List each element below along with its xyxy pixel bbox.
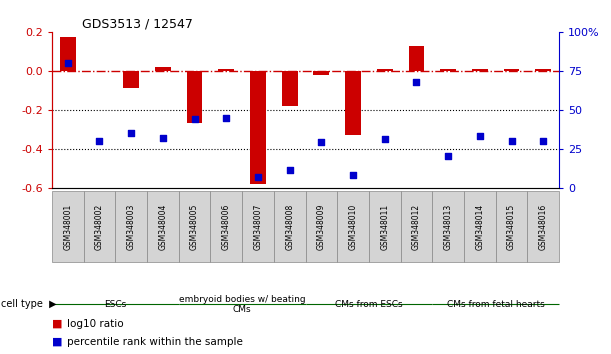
Text: GSM348015: GSM348015 — [507, 204, 516, 250]
Text: cell type  ▶: cell type ▶ — [1, 299, 57, 309]
Text: ■: ■ — [52, 319, 66, 329]
Bar — [527, 191, 559, 262]
Text: GDS3513 / 12547: GDS3513 / 12547 — [82, 17, 193, 30]
Bar — [84, 191, 115, 262]
Point — [285, 168, 295, 173]
Text: ■: ■ — [52, 337, 66, 347]
Text: GSM348005: GSM348005 — [190, 204, 199, 250]
Bar — [401, 191, 433, 262]
Bar — [60, 37, 76, 71]
Bar — [250, 71, 266, 184]
Bar — [337, 191, 369, 262]
Point — [253, 174, 263, 179]
Text: GSM348011: GSM348011 — [380, 204, 389, 250]
Bar — [282, 71, 298, 106]
Bar — [496, 191, 527, 262]
Text: percentile rank within the sample: percentile rank within the sample — [67, 337, 243, 347]
Text: GSM348003: GSM348003 — [126, 204, 136, 250]
Point — [412, 79, 422, 85]
Text: GSM348012: GSM348012 — [412, 204, 421, 250]
Point — [189, 116, 199, 122]
Bar — [210, 191, 242, 262]
Bar — [377, 69, 393, 71]
Bar — [409, 46, 425, 71]
Bar — [115, 191, 147, 262]
Point — [95, 138, 104, 144]
Text: log10 ratio: log10 ratio — [67, 319, 124, 329]
Bar — [345, 71, 361, 135]
Text: GSM348001: GSM348001 — [64, 204, 72, 250]
Bar — [313, 71, 329, 75]
Bar — [440, 69, 456, 71]
Bar — [535, 69, 551, 71]
Bar — [155, 67, 171, 71]
Point — [316, 139, 326, 145]
Point — [221, 115, 231, 120]
Text: GSM348008: GSM348008 — [285, 204, 294, 250]
Point — [507, 138, 516, 144]
Bar — [464, 191, 496, 262]
Bar — [147, 191, 179, 262]
Bar — [186, 71, 202, 124]
Bar — [218, 69, 234, 71]
Text: GSM348016: GSM348016 — [539, 204, 547, 250]
Bar — [369, 191, 401, 262]
Point — [443, 154, 453, 159]
Bar — [179, 191, 210, 262]
Text: GSM348004: GSM348004 — [158, 204, 167, 250]
Text: GSM348002: GSM348002 — [95, 204, 104, 250]
Text: GSM348010: GSM348010 — [348, 204, 357, 250]
Text: GSM348006: GSM348006 — [222, 204, 231, 250]
Bar — [472, 69, 488, 71]
Point — [538, 138, 548, 144]
Bar — [123, 71, 139, 88]
Point — [158, 135, 168, 141]
Point — [475, 133, 485, 139]
Text: CMs from ESCs: CMs from ESCs — [335, 300, 403, 309]
Text: GSM348013: GSM348013 — [444, 204, 453, 250]
Bar — [433, 191, 464, 262]
Bar — [242, 191, 274, 262]
Point — [63, 60, 73, 66]
Text: CMs from fetal hearts: CMs from fetal hearts — [447, 300, 544, 309]
Text: ESCs: ESCs — [104, 300, 126, 309]
Point — [126, 130, 136, 136]
Text: GSM348007: GSM348007 — [254, 204, 263, 250]
Text: GSM348009: GSM348009 — [317, 204, 326, 250]
Bar — [503, 69, 519, 71]
Point — [380, 137, 390, 142]
Point — [348, 172, 358, 178]
Text: GSM348014: GSM348014 — [475, 204, 485, 250]
Text: embryoid bodies w/ beating
CMs: embryoid bodies w/ beating CMs — [179, 295, 306, 314]
Bar — [52, 191, 84, 262]
Bar — [306, 191, 337, 262]
Bar — [274, 191, 306, 262]
